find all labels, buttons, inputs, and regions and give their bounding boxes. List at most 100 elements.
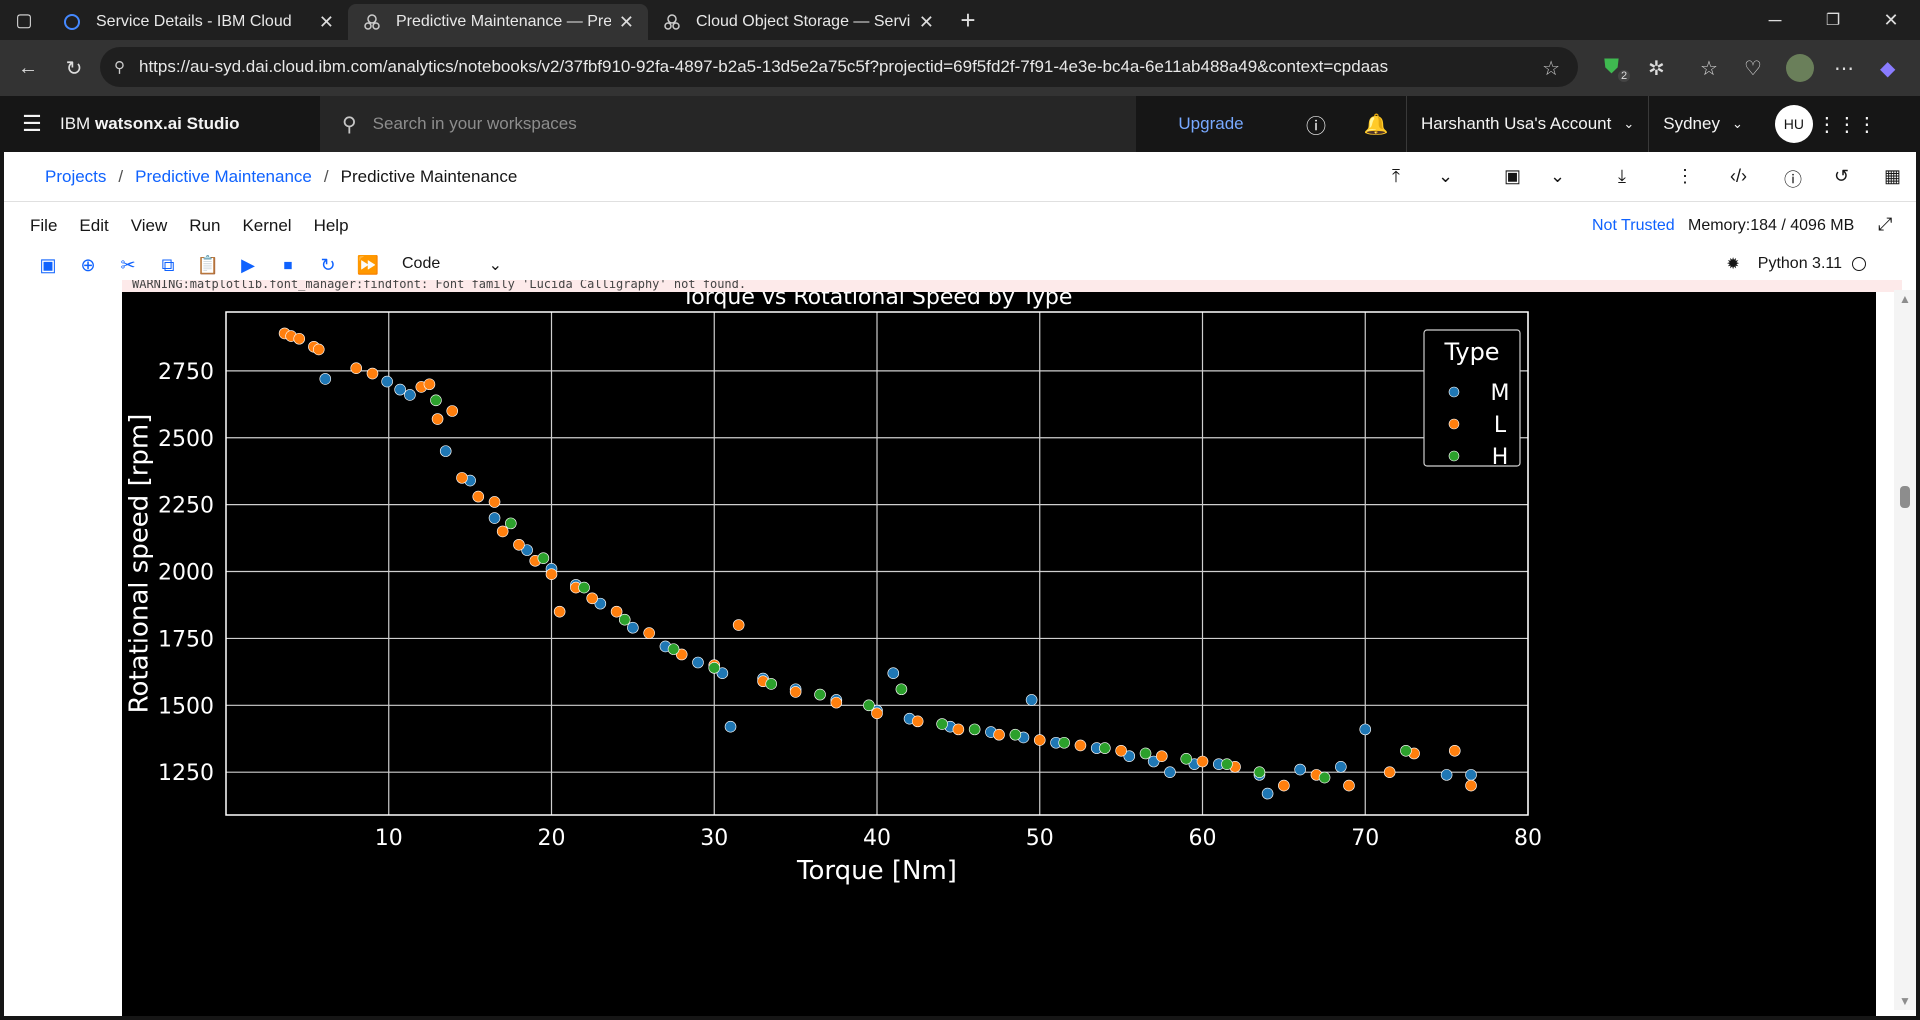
help-icon[interactable]: ⓘ — [1306, 115, 1326, 138]
history-icon[interactable]: ↺ — [1834, 166, 1850, 186]
stop-kernel-icon[interactable]: ⏹ — [283, 254, 293, 275]
address-bar[interactable]: ⚲ https://au-syd.dai.cloud.ibm.com/analy… — [100, 47, 1578, 87]
menu-edit[interactable]: Edit — [79, 216, 109, 235]
debugger-icon[interactable]: ✹ — [1726, 256, 1740, 273]
scrollbar-thumb[interactable] — [1900, 486, 1910, 508]
hamburger-menu-icon[interactable]: ☰ — [22, 111, 42, 136]
data-point-L — [1465, 779, 1477, 792]
download-icon[interactable]: ⤓ — [1618, 166, 1626, 186]
account-label: Harshanth Usa's Account — [1421, 114, 1612, 133]
run-all-icon[interactable]: ⏩ — [356, 254, 380, 275]
browser-tab-service-details[interactable]: Service Details - IBM Cloud ✕ — [48, 4, 348, 40]
code-icon[interactable]: ‹/› — [1730, 166, 1747, 186]
more-options-icon[interactable]: ⋯ — [1834, 58, 1854, 80]
legend-label-M: M — [1491, 381, 1510, 406]
version-icon[interactable]: ▣ — [1504, 166, 1522, 186]
tab-label: Predictive Maintenance — Predict — [396, 13, 611, 30]
menu-file[interactable]: File — [30, 216, 58, 235]
close-icon[interactable]: ✕ — [318, 11, 334, 32]
trust-status[interactable]: Not Trusted — [1592, 217, 1675, 234]
breadcrumb-separator: / — [323, 166, 329, 186]
scroll-down-arrow-icon[interactable]: ▼ — [1899, 994, 1911, 1008]
region-switcher[interactable]: Sydney ⌄ — [1648, 96, 1757, 152]
breadcrumb-project[interactable]: Predictive Maintenance — [135, 166, 312, 186]
menu-help[interactable]: Help — [313, 216, 349, 235]
copilot-icon[interactable]: ◆ — [1880, 58, 1896, 80]
copy-cell-icon[interactable]: ⧉ — [161, 254, 175, 275]
data-point-H — [1253, 766, 1266, 778]
overflow-menu-icon[interactable]: ⋮ — [1676, 166, 1694, 186]
data-point-M — [1164, 766, 1176, 778]
data-point-L — [366, 367, 379, 380]
menu-run[interactable]: Run — [189, 216, 221, 235]
close-icon[interactable]: ✕ — [618, 11, 634, 32]
cell-type-select[interactable]: Code ⌄ — [402, 255, 502, 275]
data-point-M — [1123, 750, 1136, 762]
profile-avatar[interactable] — [1786, 54, 1814, 82]
data-point-H — [1318, 771, 1331, 784]
insert-cell-icon[interactable]: ⊕ — [80, 254, 96, 275]
close-icon[interactable]: ✕ — [918, 11, 934, 32]
scroll-up-arrow-icon[interactable]: ▲ — [1899, 292, 1911, 306]
ibm-cloud-icon — [62, 12, 82, 32]
favorite-star-icon[interactable]: ☆ — [1542, 58, 1560, 80]
data-point-M — [404, 389, 416, 401]
data-point-L — [446, 405, 459, 417]
extensions-puzzle-icon[interactable]: ✲ — [1648, 58, 1665, 80]
workspace-search[interactable]: ⚲ Search in your workspaces — [320, 96, 1136, 152]
notebook-toolbar: ▣ ⊕ ✂ ⧉ 📋 ▶ ⏹ ↻ ⏩ Code ⌄ ✹ Python 3.11 — [4, 250, 1916, 280]
app-switcher-icon[interactable]: ⋮⋮⋮ — [1816, 113, 1877, 136]
restart-kernel-icon[interactable]: ↻ — [320, 254, 336, 275]
chevron-down-icon: ⌄ — [1731, 116, 1743, 131]
new-tab-button[interactable]: + — [960, 4, 976, 35]
favorites-icon[interactable]: ☆ — [1700, 58, 1718, 80]
y-tick-label: 1750 — [158, 627, 214, 652]
browser-tab-predictive-maintenance[interactable]: Predictive Maintenance — Predict ✕ — [348, 4, 648, 40]
data-point-M — [627, 621, 639, 634]
data-point-M — [488, 512, 501, 524]
avatar[interactable]: HU — [1774, 105, 1813, 143]
tab-label: Cloud Object Storage — Services — [696, 13, 911, 30]
data-point-M — [521, 544, 533, 556]
data-point-L — [1156, 750, 1168, 762]
close-window-button[interactable]: ✕ — [1883, 9, 1899, 30]
y-tick-label: 2750 — [158, 360, 214, 385]
back-arrow-icon[interactable]: ← — [18, 56, 38, 79]
publish-icon[interactable]: ⤒ — [1392, 166, 1400, 186]
x-tick-label: 80 — [1514, 826, 1542, 851]
paste-cell-icon[interactable]: 📋 — [196, 254, 220, 275]
cut-cell-icon[interactable]: ✂ — [120, 254, 136, 275]
maximize-window-button[interactable]: ❐ — [1825, 12, 1841, 29]
data-point-H — [1009, 728, 1022, 741]
breadcrumb-projects[interactable]: Projects — [45, 166, 107, 186]
upgrade-link[interactable]: Upgrade — [1178, 114, 1244, 133]
menu-view[interactable]: View — [130, 216, 168, 235]
expand-icon[interactable]: ⤢ — [1878, 214, 1893, 234]
minimize-window-button[interactable]: ─ — [1768, 9, 1782, 30]
data-point-M — [1359, 723, 1372, 736]
shield-extension-icon[interactable]: ⛊ — [1604, 56, 1619, 78]
health-icon[interactable]: ♡ — [1744, 58, 1762, 80]
account-switcher[interactable]: Harshanth Usa's Account ⌄ — [1406, 96, 1648, 152]
run-cell-icon[interactable]: ▶ — [241, 254, 255, 275]
brand-name: watsonx.ai Studio — [94, 114, 240, 133]
chevron-down-icon[interactable]: ⌄ — [1550, 166, 1566, 186]
y-tick-label: 2000 — [158, 561, 214, 586]
chevron-down-icon[interactable]: ⌄ — [1438, 166, 1454, 186]
vertical-scrollbar[interactable]: ▲ ▼ — [1894, 290, 1916, 1010]
save-icon[interactable]: ▣ — [39, 254, 57, 275]
tab-actions-icon[interactable]: ▢ — [15, 9, 33, 30]
reload-icon[interactable]: ↻ — [65, 57, 83, 80]
data-point-L — [1033, 734, 1046, 746]
x-axis-label: Torque [Nm] — [796, 856, 957, 886]
menu-kernel[interactable]: Kernel — [242, 216, 292, 235]
notification-bell-icon[interactable]: 🔔 — [1363, 113, 1389, 136]
panel-icon[interactable]: ▦ — [1884, 166, 1902, 186]
data-point-M — [394, 383, 406, 396]
kernel-status[interactable]: ✹ Python 3.11 — [1726, 254, 1866, 274]
product-name[interactable]: IBM watsonx.ai Studio — [60, 114, 318, 134]
data-point-L — [610, 605, 623, 618]
information-icon[interactable]: ⓘ — [1784, 170, 1802, 190]
browser-tab-cloud-object-storage[interactable]: Cloud Object Storage — Services ✕ — [648, 4, 948, 40]
site-info-icon[interactable]: ⚲ — [114, 59, 125, 76]
